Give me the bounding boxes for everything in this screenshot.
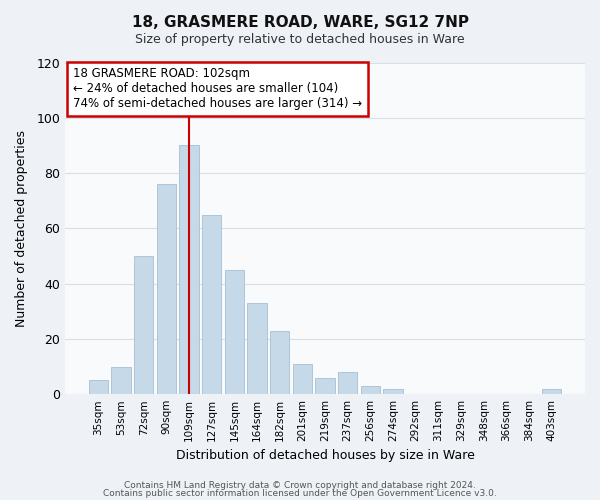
- X-axis label: Distribution of detached houses by size in Ware: Distribution of detached houses by size …: [176, 450, 475, 462]
- Bar: [316, 378, 335, 394]
- Bar: [202, 214, 221, 394]
- Text: 18 GRASMERE ROAD: 102sqm
← 24% of detached houses are smaller (104)
74% of semi-: 18 GRASMERE ROAD: 102sqm ← 24% of detach…: [73, 68, 362, 110]
- Bar: [112, 366, 131, 394]
- Text: Contains public sector information licensed under the Open Government Licence v3: Contains public sector information licen…: [103, 489, 497, 498]
- Bar: [542, 388, 562, 394]
- Bar: [270, 330, 289, 394]
- Bar: [247, 303, 266, 394]
- Bar: [179, 146, 199, 394]
- Bar: [89, 380, 108, 394]
- Text: Contains HM Land Registry data © Crown copyright and database right 2024.: Contains HM Land Registry data © Crown c…: [124, 480, 476, 490]
- Bar: [157, 184, 176, 394]
- Bar: [293, 364, 312, 394]
- Bar: [134, 256, 154, 394]
- Text: Size of property relative to detached houses in Ware: Size of property relative to detached ho…: [135, 32, 465, 46]
- Bar: [361, 386, 380, 394]
- Text: 18, GRASMERE ROAD, WARE, SG12 7NP: 18, GRASMERE ROAD, WARE, SG12 7NP: [131, 15, 469, 30]
- Bar: [338, 372, 358, 394]
- Bar: [383, 388, 403, 394]
- Bar: [225, 270, 244, 394]
- Y-axis label: Number of detached properties: Number of detached properties: [15, 130, 28, 327]
